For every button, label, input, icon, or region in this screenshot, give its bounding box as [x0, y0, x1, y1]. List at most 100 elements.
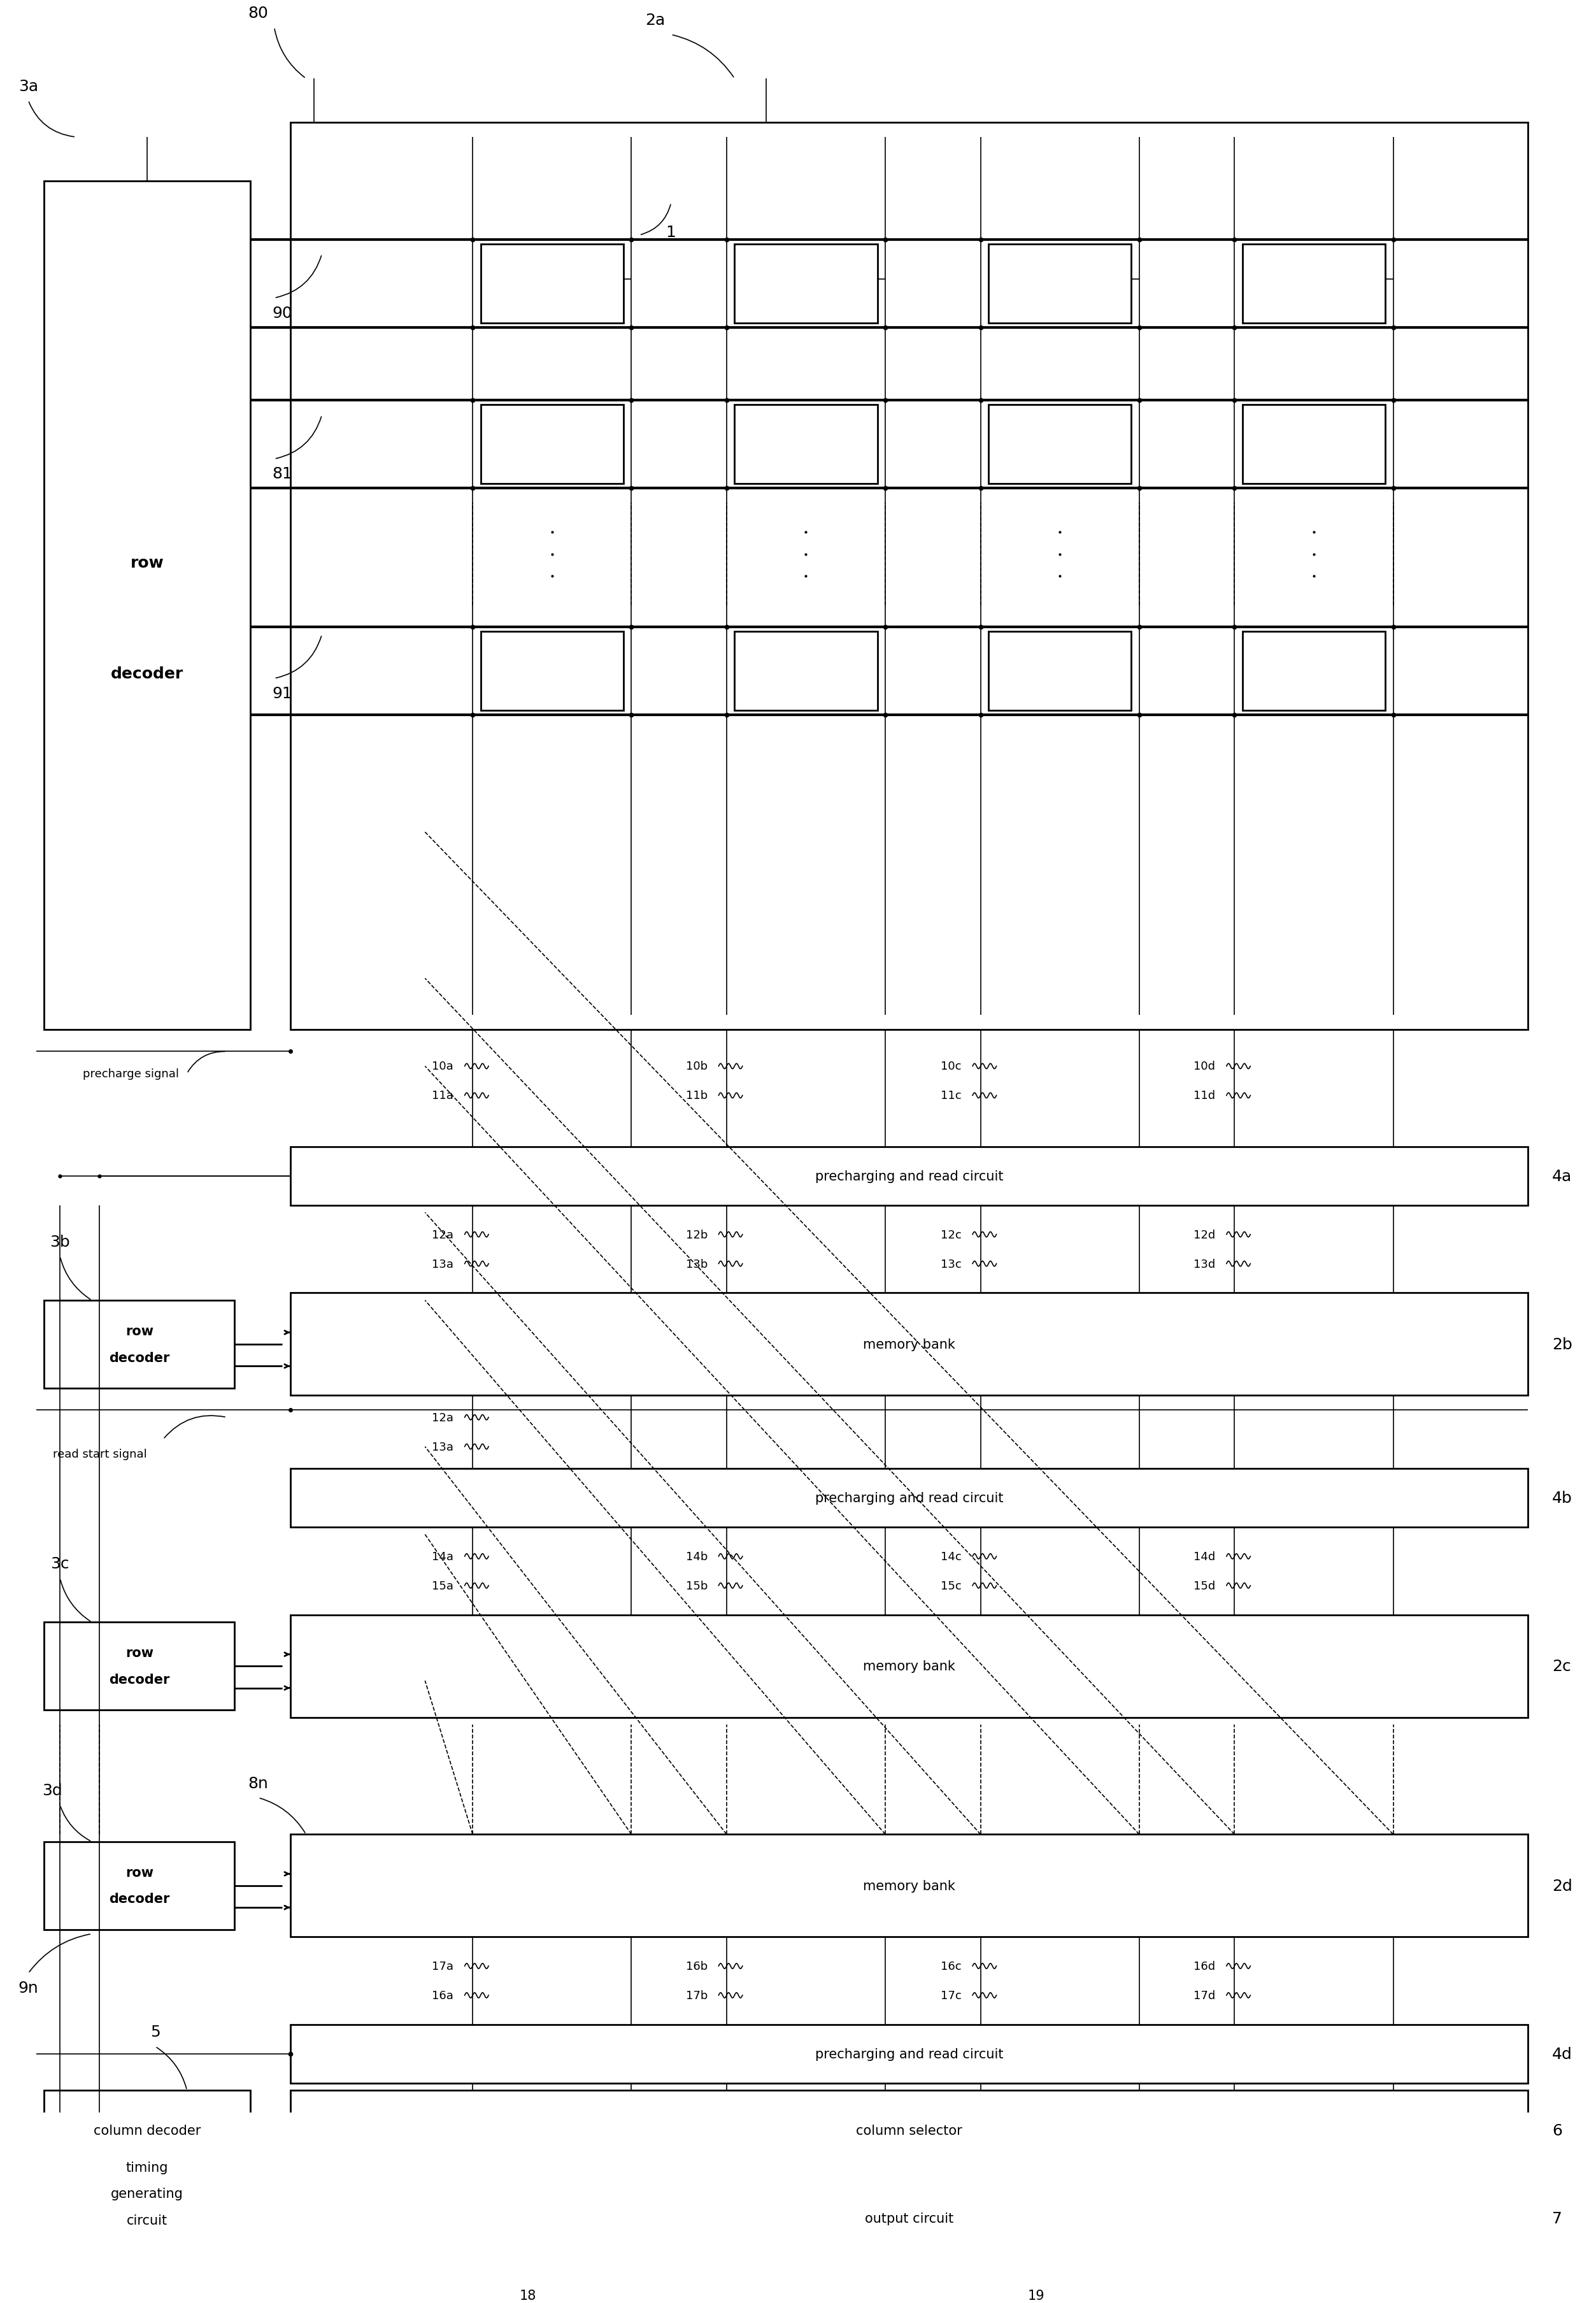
Text: 3c: 3c — [51, 1557, 69, 1571]
Text: 16d: 16d — [1194, 1960, 1216, 1971]
Text: 11c: 11c — [940, 1089, 961, 1101]
Text: decoder: decoder — [110, 666, 184, 682]
Bar — [988, 244, 1132, 322]
Bar — [734, 244, 878, 322]
Bar — [290, 1469, 1527, 1527]
Bar — [290, 2091, 1527, 2172]
Bar — [988, 631, 1132, 712]
Text: 13d: 13d — [1194, 1257, 1216, 1269]
Text: column selector: column selector — [855, 2123, 962, 2137]
Text: 11a: 11a — [433, 1089, 453, 1101]
Text: row: row — [131, 555, 164, 571]
Bar — [45, 1842, 235, 1930]
Bar — [290, 1614, 1527, 1718]
Text: 15b: 15b — [686, 1580, 707, 1591]
Text: memory bank: memory bank — [863, 1660, 956, 1672]
Bar — [290, 2024, 1527, 2084]
Text: 10a: 10a — [433, 1062, 453, 1073]
Text: 13b: 13b — [686, 1257, 707, 1269]
Text: memory bank: memory bank — [863, 1879, 956, 1893]
Text: memory bank: memory bank — [863, 1338, 956, 1352]
Bar — [45, 182, 251, 1029]
Text: 6: 6 — [1551, 2123, 1562, 2137]
Text: 14c: 14c — [940, 1550, 961, 1561]
Text: 7: 7 — [1551, 2211, 1562, 2227]
Text: 10d: 10d — [1194, 1062, 1216, 1073]
Text: 9n: 9n — [18, 1981, 38, 1997]
Text: 16b: 16b — [686, 1960, 707, 1971]
Text: 14d: 14d — [1194, 1550, 1216, 1561]
Text: 12a: 12a — [433, 1412, 453, 1423]
Text: precharge signal: precharge signal — [83, 1069, 179, 1080]
Text: 15a: 15a — [433, 1580, 453, 1591]
Text: row: row — [126, 1865, 153, 1879]
Text: 2b: 2b — [1551, 1336, 1572, 1352]
Text: 17b: 17b — [686, 1990, 707, 2001]
Text: 12b: 12b — [686, 1230, 707, 1241]
Bar — [290, 2179, 1527, 2259]
Text: row: row — [126, 1324, 153, 1338]
Text: precharging and read circuit: precharging and read circuit — [816, 1170, 1004, 1181]
Bar — [45, 2091, 251, 2172]
Bar — [290, 122, 1527, 1029]
Text: 17d: 17d — [1194, 1990, 1216, 2001]
Text: decoder: decoder — [109, 1893, 169, 1905]
Bar — [45, 2135, 251, 2266]
Text: read start signal: read start signal — [53, 1449, 147, 1460]
Text: 11d: 11d — [1194, 1089, 1216, 1101]
Text: 12c: 12c — [940, 1230, 961, 1241]
Text: 19: 19 — [1028, 2289, 1044, 2301]
Text: 13a: 13a — [433, 1442, 453, 1453]
Text: 4d: 4d — [1551, 2047, 1572, 2061]
Text: 90: 90 — [271, 306, 292, 320]
Text: precharging and read circuit: precharging and read circuit — [816, 1492, 1004, 1504]
Text: precharging and read circuit: precharging and read circuit — [816, 2047, 1004, 2061]
Text: 10b: 10b — [686, 1062, 707, 1073]
Text: decoder: decoder — [109, 1352, 169, 1363]
Text: 80: 80 — [249, 5, 268, 21]
Text: 14b: 14b — [686, 1550, 707, 1561]
Text: row: row — [126, 1647, 153, 1660]
Bar — [480, 631, 624, 712]
Text: column decoder: column decoder — [94, 2123, 201, 2137]
Text: 4b: 4b — [1551, 1490, 1572, 1506]
Text: 3d: 3d — [41, 1783, 62, 1799]
Text: 8n: 8n — [249, 1776, 268, 1792]
Bar — [290, 1835, 1527, 1937]
Bar — [988, 405, 1132, 484]
Text: 15c: 15c — [940, 1580, 961, 1591]
Bar — [1242, 405, 1385, 484]
Text: 13a: 13a — [433, 1257, 453, 1269]
Bar — [734, 631, 878, 712]
Text: 14a: 14a — [433, 1550, 453, 1561]
Text: 12d: 12d — [1194, 1230, 1216, 1241]
Text: timing: timing — [126, 2160, 169, 2174]
Text: 81: 81 — [271, 468, 292, 481]
Text: 17a: 17a — [433, 1960, 453, 1971]
Text: 13c: 13c — [940, 1257, 961, 1269]
Text: generating: generating — [112, 2188, 184, 2199]
Text: 16c: 16c — [940, 1960, 961, 1971]
Text: 17c: 17c — [940, 1990, 961, 2001]
Bar — [1242, 631, 1385, 712]
Bar — [290, 1147, 1527, 1204]
Text: 5: 5 — [150, 2024, 160, 2040]
Text: 12a: 12a — [433, 1230, 453, 1241]
Bar — [1242, 244, 1385, 322]
Bar — [290, 1294, 1527, 1396]
Text: decoder: decoder — [109, 1672, 169, 1686]
Text: circuit: circuit — [126, 2213, 168, 2227]
Text: 3b: 3b — [49, 1234, 70, 1251]
Bar — [45, 1621, 235, 1711]
Text: 3a: 3a — [18, 78, 38, 94]
Text: 2a: 2a — [645, 14, 666, 28]
Text: 1: 1 — [666, 226, 677, 240]
Bar — [480, 244, 624, 322]
Text: output circuit: output circuit — [865, 2213, 953, 2225]
Text: 11b: 11b — [686, 1089, 707, 1101]
Bar — [734, 405, 878, 484]
Text: 2c: 2c — [1551, 1658, 1570, 1674]
Text: 18: 18 — [520, 2289, 536, 2301]
Text: 10c: 10c — [940, 1062, 961, 1073]
Bar — [480, 405, 624, 484]
